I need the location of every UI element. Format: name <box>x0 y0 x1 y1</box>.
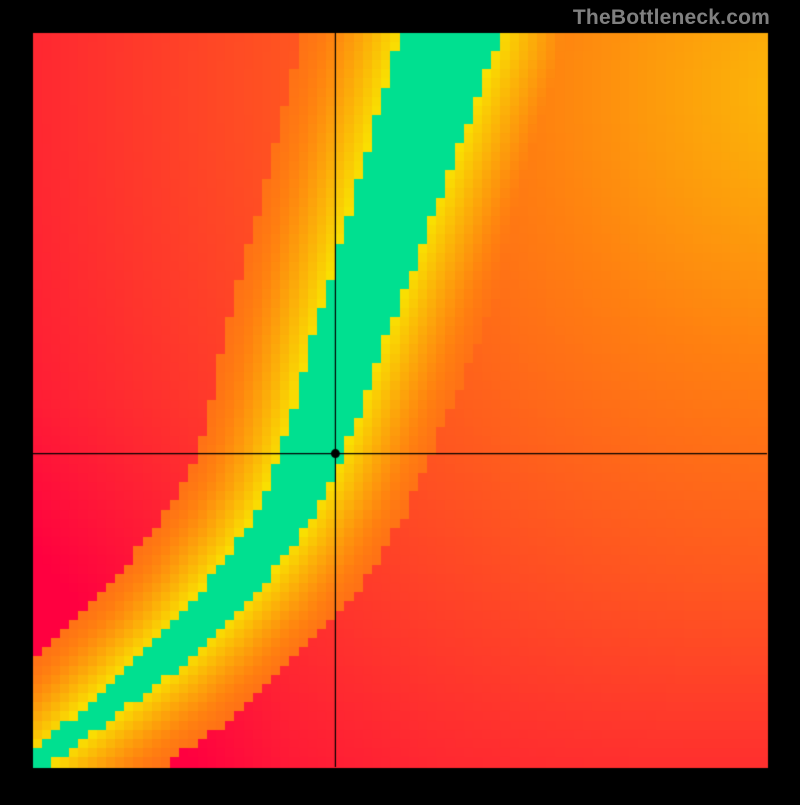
chart-container <box>0 0 800 805</box>
bottleneck-heatmap <box>0 0 800 800</box>
watermark-text: TheBottleneck.com <box>573 6 770 30</box>
